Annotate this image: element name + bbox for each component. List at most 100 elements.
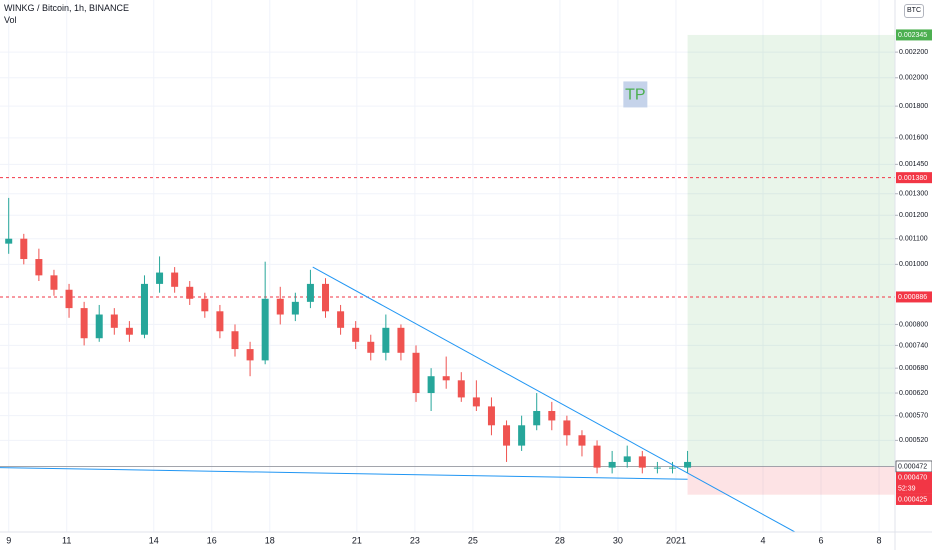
candle-body (231, 331, 239, 350)
candle-body (382, 327, 390, 353)
y-tick-label: 0.002000 (899, 75, 928, 82)
candle-body (503, 425, 511, 446)
x-tick-label: 30 (613, 535, 623, 545)
price-label-bg (896, 291, 932, 303)
candle-body (367, 341, 375, 353)
y-tick-label: 0.000570 (899, 413, 928, 420)
y-tick-label: 0.001300 (899, 191, 928, 198)
candle-body (397, 327, 405, 353)
candle-body (472, 397, 480, 407)
candle-body (548, 410, 556, 421)
candle-body (35, 259, 43, 276)
target-zone (687, 34, 895, 467)
y-tick-label: 0.001800 (899, 103, 928, 110)
candle-body (261, 298, 269, 361)
trendline (312, 266, 796, 532)
candle-body (276, 298, 284, 315)
x-tick-label: 9 (6, 535, 11, 545)
y-tick-label: 0.001100 (899, 236, 928, 243)
candle-body (563, 420, 571, 436)
annotation-text: TP (625, 87, 645, 104)
price-label: 0.000470 (898, 475, 927, 482)
candle-body (638, 456, 646, 468)
price-label-bg (896, 471, 932, 494)
header: WINKG / Bitcoin, 1h, BINANCE Vol (4, 2, 129, 26)
price-label: 0.002345 (898, 32, 927, 39)
x-tick-label: 14 (149, 535, 159, 545)
currency-badge[interactable]: BTC (904, 4, 924, 18)
candle-body (171, 272, 179, 287)
annotation-box (623, 81, 648, 108)
x-tick-label: 8 (877, 535, 882, 545)
candle-body (533, 410, 541, 426)
y-tick-label: 0.001000 (899, 261, 928, 268)
candle-body (337, 311, 345, 328)
x-tick-label: 6 (819, 535, 824, 545)
price-label: 0.000472 (898, 464, 927, 471)
x-tick-label: 16 (207, 535, 217, 545)
x-tick-label: 2021 (666, 535, 686, 545)
candle-body (427, 376, 435, 394)
x-tick-label: 21 (352, 535, 362, 545)
y-tick-label: 0.000740 (899, 342, 928, 349)
countdown-label: 52:39 (898, 485, 916, 492)
price-label: 0.000886 (898, 294, 927, 301)
stop-zone (687, 466, 895, 495)
volume-label: Vol (4, 15, 17, 25)
price-axis-bg (895, 0, 932, 550)
candle-body (95, 314, 103, 339)
y-tick-label: 0.001450 (899, 161, 928, 168)
y-tick-label: 0.000680 (899, 365, 928, 372)
candle-body (442, 376, 450, 381)
price-label: 0.001380 (898, 175, 927, 182)
candle-body (65, 289, 73, 309)
x-tick-label: 23 (410, 535, 420, 545)
candle-body (5, 238, 13, 244)
candle-body (110, 314, 118, 328)
candle-body (140, 283, 148, 335)
candle-body (216, 311, 224, 332)
y-tick-label: 0.001200 (899, 212, 928, 219)
x-tick-label: 25 (468, 535, 478, 545)
candle-body (412, 352, 420, 394)
candle-body (457, 380, 465, 398)
candle-body (593, 445, 601, 468)
candle-body (156, 272, 164, 284)
y-tick-label: 0.000800 (899, 321, 928, 328)
price-label: 0.000425 (898, 497, 927, 504)
candle-body (20, 238, 28, 260)
x-tick-label: 18 (265, 535, 275, 545)
y-tick-label: 0.000520 (899, 437, 928, 444)
plot-area: TP (0, 0, 895, 532)
candle-body (578, 435, 586, 446)
y-tick-label: 0.002200 (899, 49, 928, 56)
candle-body (322, 283, 330, 312)
x-tick-label: 28 (555, 535, 565, 545)
y-tick-label: 0.001600 (899, 135, 928, 142)
candle-body (125, 327, 133, 335)
candle-body (487, 406, 495, 426)
candle-body (684, 461, 692, 468)
candle-body (246, 349, 254, 361)
candle-body (668, 467, 676, 469)
price-label-bg (896, 172, 932, 184)
y-tick-label: 0.000620 (899, 390, 928, 397)
candle-body (608, 461, 616, 468)
candle-body (518, 425, 526, 446)
candle-body (306, 283, 314, 302)
x-tick-label: 11 (62, 535, 71, 545)
candle-body (623, 456, 631, 462)
price-label-bg (896, 29, 932, 41)
candle-body (653, 467, 661, 469)
candle-body (291, 301, 299, 315)
price-label-bg (896, 493, 932, 505)
trendline (0, 467, 688, 480)
candle-body (50, 275, 58, 290)
candle-body (201, 298, 209, 312)
candle-body (186, 286, 194, 299)
candle-body (352, 327, 360, 342)
candle-body (80, 308, 88, 339)
symbol-title: WINKG / Bitcoin, 1h, BINANCE (4, 3, 130, 13)
